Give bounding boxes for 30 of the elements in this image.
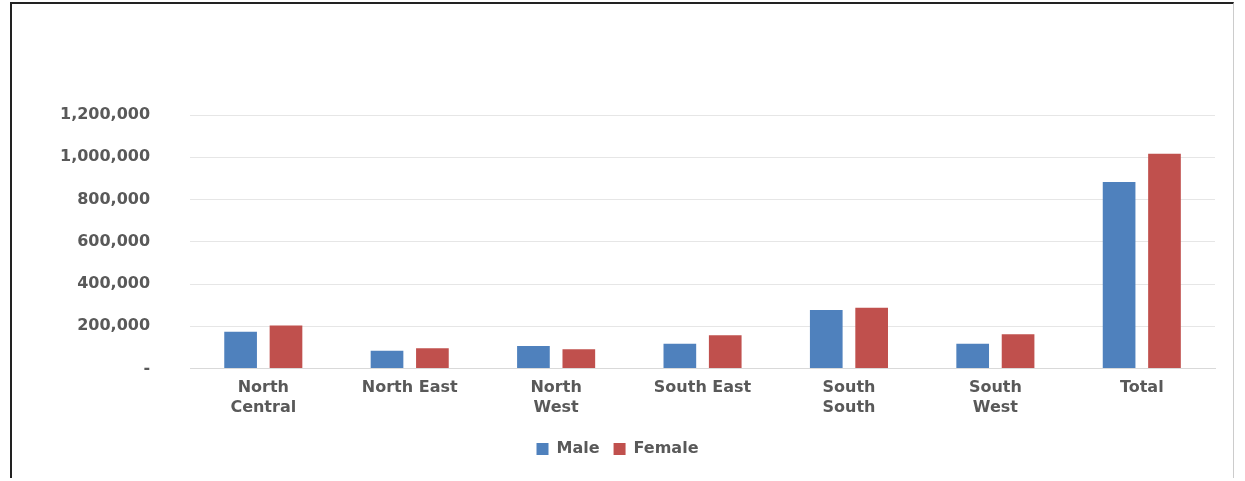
x-tick-label: Total: [1119, 377, 1164, 397]
x-tick-label: North Central: [230, 377, 297, 416]
legend-label: Female: [633, 438, 699, 458]
x-tick-label: South West: [968, 377, 1022, 416]
bar: [1148, 153, 1181, 369]
bar: [809, 310, 843, 369]
y-tick-label: 400,000: [77, 273, 151, 293]
bar: [517, 345, 550, 369]
bar: [1001, 334, 1035, 369]
y-tick-label: 1,000,000: [59, 146, 151, 166]
bar: [1102, 181, 1136, 369]
bar: [269, 325, 303, 369]
y-tick-label: -: [143, 357, 151, 377]
y-tick-label: 1,200,000: [59, 104, 151, 124]
bar: [956, 343, 990, 369]
bar: [370, 350, 404, 369]
bar: [663, 343, 697, 369]
y-tick-label: 200,000: [77, 315, 151, 335]
x-tick-label: North West: [530, 377, 582, 416]
bar: [224, 331, 257, 369]
bar: [708, 335, 742, 369]
bar: [416, 348, 449, 369]
x-tick-label: South South: [822, 377, 876, 416]
x-tick-label: South East: [653, 377, 752, 397]
y-tick-label: 600,000: [77, 230, 151, 250]
legend-label: Male: [556, 438, 600, 458]
x-tick-label: North East: [361, 377, 458, 397]
bar: [562, 349, 596, 369]
y-tick-label: 800,000: [77, 188, 151, 208]
bar: [855, 307, 888, 369]
